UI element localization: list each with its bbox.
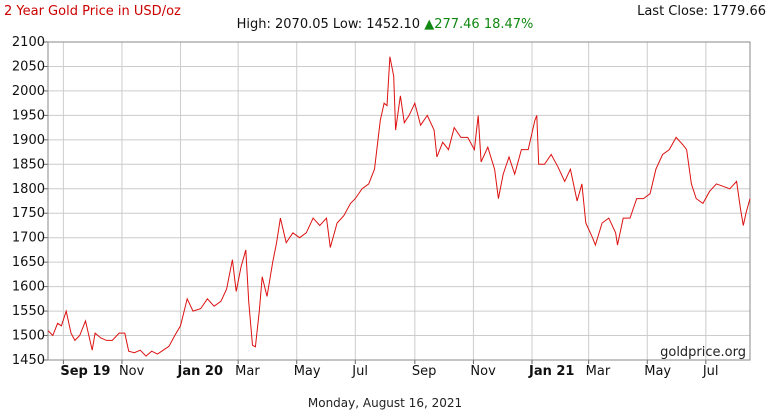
chart-title: 2 Year Gold Price in USD/oz [4,4,181,19]
y-tick-label: 1600 [12,280,45,295]
x-tick-label: Sep 19 [60,364,110,379]
y-tick-label: 1500 [12,329,45,344]
x-tick-label: Jan 20 [177,364,223,379]
y-axis-ticks: 1450 1500 1550 1600 1650 1700 1750 1800 1850 1900… [12,35,48,368]
y-tick-label: 1450 [12,353,45,368]
y-tick-label: 1900 [12,133,45,148]
plot-frame [47,41,751,361]
watermark: goldprice.org [660,345,746,360]
x-tick-label: Jan 21 [528,364,574,379]
y-tick-label: 1750 [12,206,45,221]
stats-high-low: High: 2070.05 Low: 1452.10 [237,17,420,32]
y-tick-label: 2050 [12,59,45,74]
grid [48,41,750,361]
y-tick-label: 1650 [12,255,45,270]
y-tick-label: 1800 [12,182,45,197]
price-series-line [47,56,751,357]
x-tick-label: Nov [470,364,496,379]
y-tick-label: 2100 [12,35,45,50]
stats-line: High: 2070.05 Low: 1452.10 ▲277.46 18.47… [237,17,534,32]
x-tick-label: Jul [351,364,368,379]
x-tick-label: Mar [235,364,260,379]
y-tick-label: 1700 [12,231,45,246]
x-tick-label: May [294,364,321,379]
x-tick-label: May [644,364,671,379]
y-tick-label: 2000 [12,84,45,99]
x-tick-label: Jul [702,364,719,379]
stats-change: ▲277.46 18.47% [424,17,533,32]
last-close: Last Close: 1779.66 [637,4,766,19]
x-axis-ticks: Sep 19 Nov Jan 20 Mar May Jul Sep Nov Jan 21 Mar M… [60,360,719,379]
x-tick-label: Mar [586,364,611,379]
x-tick-label: Sep [412,364,437,379]
y-tick-label: 1850 [12,157,45,172]
footer-date: Monday, August 16, 2021 [308,396,462,410]
y-tick-label: 1950 [12,108,45,123]
x-tick-label: Nov [119,364,145,379]
y-tick-label: 1550 [12,304,45,319]
